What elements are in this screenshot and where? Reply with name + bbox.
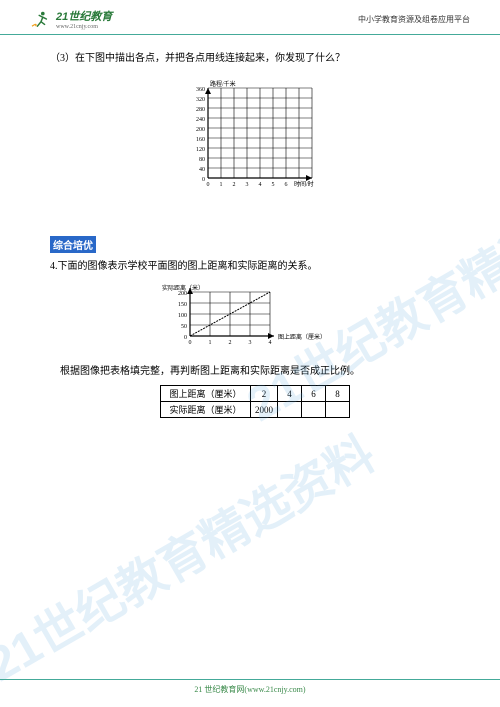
svg-text:1: 1 bbox=[220, 182, 223, 188]
watermark: 21世纪教育精选资料 bbox=[0, 415, 386, 694]
q3-chart: 0408012016020024028032036001234567路程/千米时… bbox=[50, 72, 460, 192]
row2-label: 实际距离（厘米） bbox=[161, 402, 251, 418]
svg-text:4: 4 bbox=[259, 182, 262, 188]
svg-text:1: 1 bbox=[209, 340, 212, 346]
cell: 6 bbox=[302, 386, 326, 402]
svg-text:图上距离（厘米）: 图上距离（厘米） bbox=[278, 333, 326, 341]
page-content: （3）在下图中描出各点，并把各点用线连接起来，你发现了什么？ 040801201… bbox=[0, 35, 500, 418]
svg-text:4: 4 bbox=[269, 340, 272, 346]
q4-chart-svg: 05010015020001234实际距离（米）图上距离（厘米） bbox=[160, 280, 350, 348]
svg-text:50: 50 bbox=[181, 324, 187, 330]
svg-text:280: 280 bbox=[196, 107, 205, 113]
section-tag: 综合培优 bbox=[50, 236, 96, 253]
svg-text:0: 0 bbox=[184, 335, 187, 341]
svg-text:80: 80 bbox=[199, 157, 205, 163]
svg-text:160: 160 bbox=[196, 137, 205, 143]
svg-text:3: 3 bbox=[246, 182, 249, 188]
q4-table: 图上距离（厘米） 2 4 6 8 实际距离（厘米） 2000 bbox=[50, 385, 460, 418]
q4-prompt: 根据图像把表格填完整，再判断图上距离和实际距离是否成正比例。 bbox=[50, 362, 460, 377]
svg-text:360: 360 bbox=[196, 87, 205, 93]
logo-url: www.21cnjy.com bbox=[56, 24, 112, 30]
q3-text: （3）在下图中描出各点，并把各点用线连接起来，你发现了什么？ bbox=[50, 49, 460, 64]
svg-text:时间/时: 时间/时 bbox=[294, 180, 314, 188]
svg-text:路程/千米: 路程/千米 bbox=[210, 80, 236, 88]
cell bbox=[302, 402, 326, 418]
q4-intro: 4.下面的图像表示学校平面图的图上距离和实际距离的关系。 bbox=[50, 257, 460, 272]
svg-text:2: 2 bbox=[229, 340, 232, 346]
table-row: 图上距离（厘米） 2 4 6 8 bbox=[161, 386, 350, 402]
q4-chart: 05010015020001234实际距离（米）图上距离（厘米） bbox=[50, 280, 460, 348]
page-header: 21世纪教育 www.21cnjy.com 中小学教育资源及组卷应用平台 bbox=[0, 0, 500, 35]
logo: 21世纪教育 www.21cnjy.com bbox=[30, 8, 112, 30]
svg-text:0: 0 bbox=[207, 182, 210, 188]
cell: 4 bbox=[278, 386, 302, 402]
svg-text:实际距离（米）: 实际距离（米） bbox=[162, 284, 204, 292]
svg-text:40: 40 bbox=[199, 167, 205, 173]
svg-text:200: 200 bbox=[196, 127, 205, 133]
svg-text:120: 120 bbox=[196, 147, 205, 153]
q3-chart-svg: 0408012016020024028032036001234567路程/千米时… bbox=[180, 72, 330, 192]
logo-runner-icon bbox=[30, 10, 52, 28]
svg-text:6: 6 bbox=[285, 182, 288, 188]
svg-text:240: 240 bbox=[196, 117, 205, 123]
svg-text:2: 2 bbox=[233, 182, 236, 188]
svg-text:150: 150 bbox=[178, 302, 187, 308]
svg-text:320: 320 bbox=[196, 97, 205, 103]
page-footer: 21 世纪教育网(www.21cnjy.com) bbox=[0, 679, 500, 695]
cell: 8 bbox=[326, 386, 350, 402]
svg-text:3: 3 bbox=[249, 340, 252, 346]
cell bbox=[278, 402, 302, 418]
header-right-text: 中小学教育资源及组卷应用平台 bbox=[358, 14, 470, 25]
svg-text:100: 100 bbox=[178, 313, 187, 319]
row1-label: 图上距离（厘米） bbox=[161, 386, 251, 402]
svg-text:5: 5 bbox=[272, 182, 275, 188]
cell: 2 bbox=[251, 386, 278, 402]
cell bbox=[326, 402, 350, 418]
logo-text: 21世纪教育 bbox=[56, 11, 112, 23]
cell: 2000 bbox=[251, 402, 278, 418]
table-row: 实际距离（厘米） 2000 bbox=[161, 402, 350, 418]
svg-text:0: 0 bbox=[202, 177, 205, 183]
svg-text:0: 0 bbox=[189, 340, 192, 346]
